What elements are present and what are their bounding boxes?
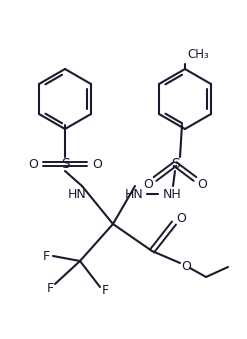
Text: O: O [181,259,191,273]
Text: O: O [197,179,207,192]
Text: F: F [102,284,109,298]
Text: F: F [42,250,50,262]
Text: O: O [176,212,186,224]
Text: CH₃: CH₃ [187,47,209,60]
Text: NH: NH [163,187,181,200]
Text: O: O [92,158,102,171]
Text: S: S [171,157,179,171]
Text: HN: HN [125,187,143,200]
Text: S: S [61,157,69,171]
Text: HN: HN [68,187,86,200]
Text: F: F [46,281,54,295]
Text: O: O [28,158,38,171]
Text: O: O [143,179,153,192]
